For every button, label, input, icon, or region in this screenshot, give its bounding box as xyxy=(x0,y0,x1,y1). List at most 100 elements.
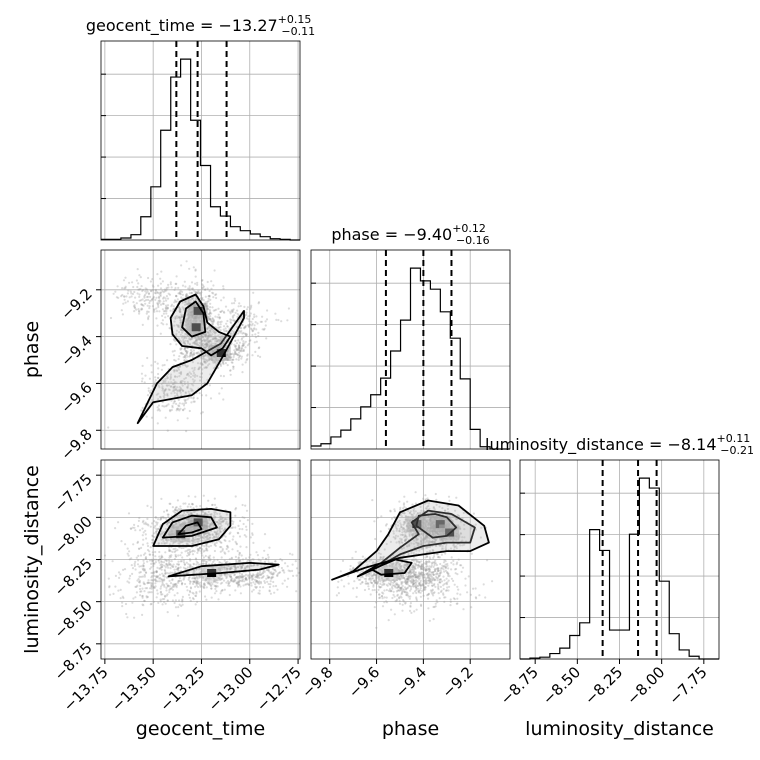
sample-point xyxy=(249,307,252,310)
sample-point xyxy=(229,312,232,315)
sample-point xyxy=(239,585,242,588)
sample-point xyxy=(246,344,249,347)
sample-point xyxy=(183,382,186,386)
title-sup: +0.11 xyxy=(717,432,751,445)
sample-point xyxy=(274,312,277,315)
sample-point xyxy=(148,377,151,380)
sample-point xyxy=(193,342,196,345)
sample-point xyxy=(231,580,234,583)
sample-point xyxy=(198,336,201,339)
sample-point xyxy=(202,556,205,559)
sample-point xyxy=(210,334,213,337)
sample-point xyxy=(230,329,234,332)
sample-point xyxy=(244,361,247,364)
sample-point xyxy=(209,340,212,343)
sample-point xyxy=(168,585,171,588)
sample-point xyxy=(173,349,176,352)
sample-point xyxy=(166,304,170,307)
sample-point xyxy=(177,614,180,617)
sample-point xyxy=(169,283,172,286)
sample-point xyxy=(164,381,167,384)
sample-point xyxy=(447,495,451,498)
sample-point xyxy=(207,318,210,321)
sample-point xyxy=(151,384,154,388)
sample-point xyxy=(200,552,203,555)
sample-point xyxy=(237,348,240,352)
sample-point xyxy=(177,368,181,371)
sample-point xyxy=(389,510,392,513)
sample-point xyxy=(232,365,235,368)
sample-point xyxy=(146,544,150,548)
sample-point xyxy=(245,528,248,531)
sample-point xyxy=(144,290,147,293)
sample-point xyxy=(186,339,189,343)
sample-point xyxy=(195,337,198,340)
sample-point xyxy=(250,584,253,587)
sample-point xyxy=(181,335,184,338)
sample-point xyxy=(249,327,253,330)
sample-point xyxy=(213,331,216,334)
sample-point xyxy=(145,288,149,291)
sample-point xyxy=(206,326,209,329)
sample-point xyxy=(196,374,199,378)
sample-point xyxy=(162,310,166,313)
sample-point xyxy=(186,355,189,358)
sample-point xyxy=(238,354,241,357)
sample-point xyxy=(276,588,279,591)
sample-point xyxy=(207,295,210,298)
sample-point xyxy=(192,562,195,565)
sample-point xyxy=(173,380,176,383)
sample-point xyxy=(379,530,382,533)
sample-point xyxy=(253,327,256,330)
sample-point xyxy=(173,324,176,327)
sample-point xyxy=(217,323,220,326)
sample-point xyxy=(195,575,198,578)
sample-point xyxy=(123,568,127,571)
sample-point xyxy=(237,560,240,563)
sample-point xyxy=(210,328,213,331)
sample-point xyxy=(240,329,243,333)
sample-point xyxy=(117,296,120,299)
sample-point xyxy=(174,315,177,318)
title-sub: −0.21 xyxy=(720,444,754,457)
sample-point xyxy=(176,592,179,595)
sample-point xyxy=(200,339,203,342)
sample-point xyxy=(190,288,193,291)
sample-point xyxy=(135,591,138,594)
sample-point xyxy=(162,574,165,577)
sample-point xyxy=(212,336,215,339)
sample-point xyxy=(199,294,202,297)
sample-point xyxy=(287,577,290,580)
sample-point xyxy=(212,556,215,559)
sample-point xyxy=(179,365,182,368)
sample-point xyxy=(196,397,199,400)
sample-point xyxy=(169,373,173,376)
sample-point xyxy=(126,580,129,583)
sample-point xyxy=(197,336,200,339)
sample-point xyxy=(171,404,174,407)
sample-point xyxy=(190,401,193,404)
sample-point xyxy=(230,358,233,361)
sample-point xyxy=(138,575,141,579)
sample-point xyxy=(172,369,175,372)
sample-point xyxy=(295,590,298,593)
sample-point xyxy=(190,297,193,300)
sample-point xyxy=(180,329,183,332)
sample-point xyxy=(200,291,203,294)
sample-point xyxy=(200,339,203,342)
sample-point xyxy=(151,278,154,281)
sample-point xyxy=(220,299,223,302)
sample-point xyxy=(189,338,192,341)
sample-point xyxy=(122,568,125,572)
sample-point xyxy=(211,503,214,507)
sample-point xyxy=(439,562,442,566)
sample-point xyxy=(117,589,120,592)
sample-point xyxy=(233,574,236,577)
sample-point xyxy=(176,375,179,378)
sample-point xyxy=(202,284,205,287)
sample-point xyxy=(141,595,144,598)
sample-point xyxy=(146,304,149,307)
sample-point xyxy=(251,354,254,357)
sample-point xyxy=(175,295,178,298)
sample-point xyxy=(236,353,239,356)
